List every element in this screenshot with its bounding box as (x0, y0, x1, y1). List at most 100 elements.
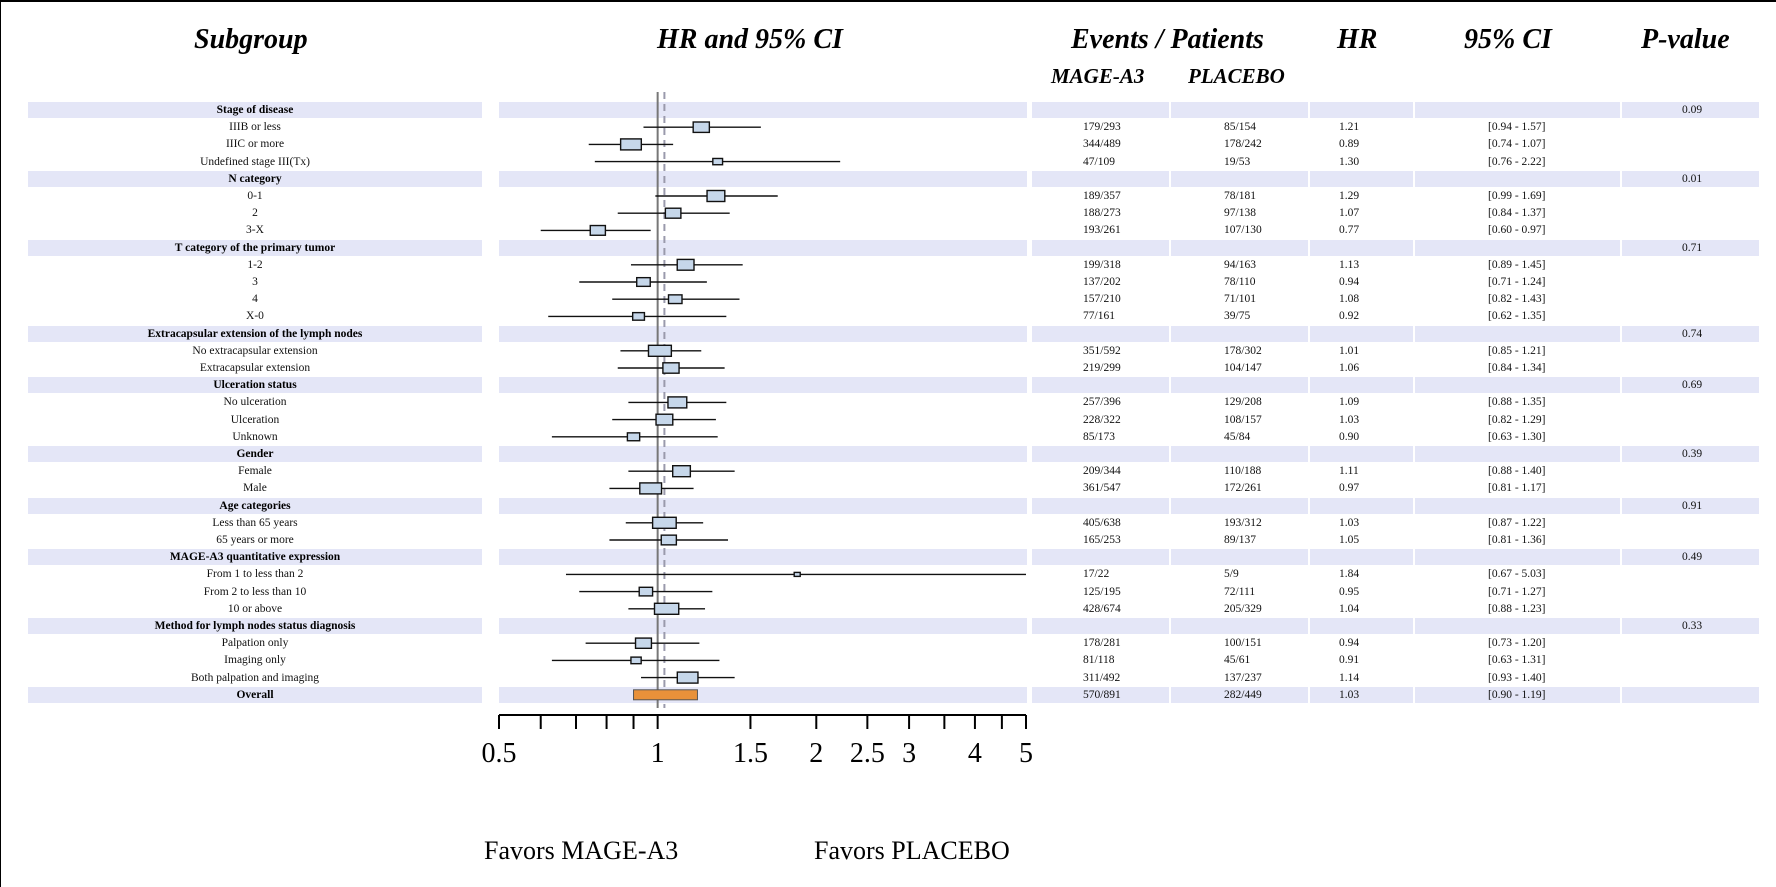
events-mage-cell: 228/322 (1083, 413, 1121, 426)
events-placebo-cell: 72/111 (1224, 585, 1256, 598)
events-placebo-cell: 19/53 (1224, 155, 1251, 168)
ci-cell: [0.63 - 1.31] (1488, 654, 1546, 667)
group-row-band (1032, 686, 1169, 703)
subgroup-label: From 2 to less than 10 (203, 585, 307, 598)
group-label: T category of the primary tumor (174, 241, 336, 254)
hr-box (589, 224, 607, 236)
group-row-band (1415, 497, 1620, 514)
p-value-cell: 0.39 (1682, 448, 1703, 460)
group-row-band (1171, 618, 1308, 634)
group-row-band (1032, 446, 1169, 462)
hr-cell: 1.03 (1339, 516, 1360, 529)
group-label: Age categories (219, 499, 291, 512)
events-mage-cell: 125/195 (1083, 585, 1121, 598)
events-mage-cell: 257/396 (1083, 396, 1121, 409)
group-row-band (1622, 377, 1759, 394)
events-mage-cell: 188/273 (1083, 207, 1121, 220)
p-value-cell: 0.74 (1682, 327, 1703, 340)
events-placebo-cell: 178/302 (1224, 344, 1262, 357)
subgroup-label: Less than 65 years (212, 516, 298, 529)
events-mage-cell: 193/261 (1083, 224, 1121, 237)
events-placebo-cell: 78/110 (1224, 276, 1256, 288)
group-row-band (1622, 446, 1759, 462)
events-placebo-cell: 39/75 (1224, 310, 1251, 323)
group-label: Overall (236, 688, 274, 701)
events-placebo-cell: 193/312 (1224, 516, 1262, 529)
subgroup-label: Extracapsular extension (199, 362, 311, 374)
hr-box (676, 671, 699, 684)
group-row-band (1171, 170, 1308, 187)
subgroup-label: Palpation only (221, 637, 289, 650)
group-row-band (1622, 325, 1759, 342)
group-label: MAGE-A3 quantitative expression (169, 551, 341, 564)
ci-cell: [0.82 - 1.29] (1488, 413, 1546, 426)
group-row-band (28, 170, 482, 187)
group-row-band (1171, 497, 1308, 514)
events-mage-cell: 47/109 (1083, 155, 1115, 168)
hr-cell: 0.90 (1339, 430, 1360, 443)
group-row-band (1310, 239, 1413, 256)
hr-box (647, 344, 673, 357)
hr-box (662, 362, 680, 374)
header-placebo: PLACEBO (1188, 64, 1285, 88)
x-tick-label: 1.5 (733, 738, 768, 769)
group-row-band (1032, 325, 1169, 342)
subgroup-label: 0-1 (247, 190, 263, 202)
group-row-band (1415, 239, 1620, 256)
hr-box (619, 138, 643, 151)
hr-box (653, 602, 680, 615)
hr-box (692, 121, 711, 134)
group-row-band (499, 377, 1027, 394)
ci-cell: [0.87 - 1.22] (1488, 516, 1546, 529)
subgroup-label: X-0 (246, 310, 264, 323)
events-mage-cell: 81/118 (1083, 654, 1115, 667)
group-row-band (499, 170, 1027, 187)
hr-cell: 1.84 (1339, 568, 1360, 581)
events-placebo-cell: 282/449 (1224, 688, 1262, 701)
subgroup-label: Imaging only (224, 654, 286, 667)
group-row-band (1310, 102, 1413, 118)
hr-cell: 1.03 (1339, 413, 1360, 426)
hr-cell: 0.95 (1339, 585, 1360, 598)
events-mage-cell: 77/161 (1083, 310, 1115, 323)
group-row-band (1032, 102, 1169, 118)
hr-box (706, 189, 726, 203)
events-placebo-cell: 104/147 (1224, 362, 1262, 374)
group-row-band (1622, 549, 1759, 566)
events-placebo-cell: 45/84 (1224, 430, 1251, 443)
group-row-band (499, 686, 1027, 703)
group-row-band (499, 497, 1027, 514)
group-row-band (1171, 549, 1308, 566)
events-placebo-cell: 45/61 (1224, 654, 1251, 667)
events-mage-cell: 311/492 (1083, 671, 1121, 684)
ci-cell: [0.76 - 2.22] (1488, 155, 1546, 168)
header-subgroup: Subgroup (194, 24, 308, 55)
events-mage-cell: 17/22 (1083, 568, 1110, 581)
hr-box (655, 413, 674, 426)
events-placebo-cell: 85/154 (1224, 121, 1256, 134)
events-mage-cell: 428/674 (1083, 602, 1121, 615)
hr-cell: 0.91 (1339, 654, 1360, 667)
group-row-band (1171, 446, 1308, 462)
subgroup-label: 1-2 (247, 258, 263, 271)
group-row-band (1415, 618, 1620, 634)
p-value-cell: 0.49 (1682, 551, 1703, 564)
x-tick-label: 3 (902, 738, 916, 769)
ci-cell: [0.88 - 1.40] (1488, 465, 1546, 478)
group-row-band (1032, 549, 1169, 566)
events-mage-cell: 344/489 (1083, 138, 1121, 151)
events-placebo-cell: 137/237 (1224, 671, 1262, 684)
group-row-band (28, 325, 482, 342)
x-tick-label: 2 (809, 738, 823, 769)
ci-cell: [0.71 - 1.27] (1488, 585, 1546, 598)
hr-box (667, 294, 683, 305)
group-row-band (1622, 239, 1759, 256)
header-95-ci: 95% CI (1464, 24, 1552, 55)
events-mage-cell: 137/202 (1083, 276, 1121, 288)
ci-cell: [0.73 - 1.20] (1488, 637, 1546, 650)
hr-cell: 1.14 (1339, 671, 1360, 684)
subgroup-label: Both palpation and imaging (190, 671, 320, 684)
hr-box (636, 276, 651, 288)
group-row-band (1171, 686, 1308, 703)
group-row-band (499, 446, 1027, 462)
